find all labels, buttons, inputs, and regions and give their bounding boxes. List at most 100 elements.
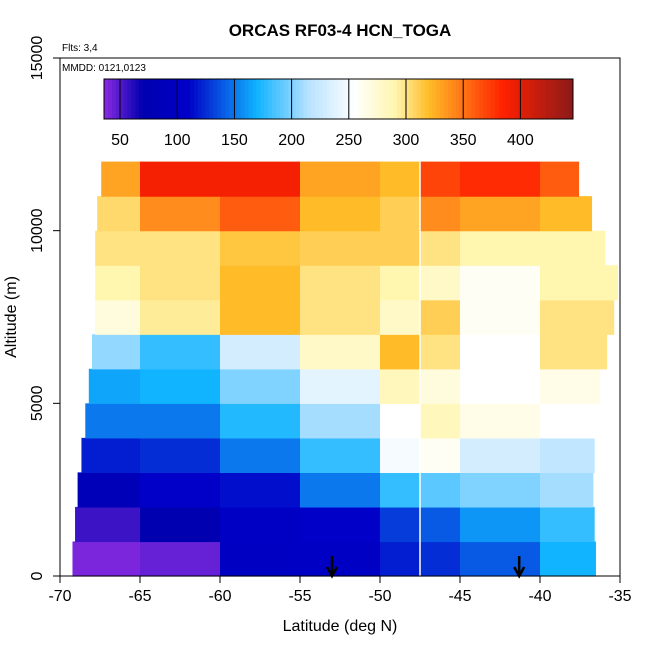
heatmap-cell	[140, 230, 221, 266]
heatmap-cell	[380, 334, 421, 370]
heatmap-cell	[420, 299, 461, 335]
heatmap-cell	[380, 472, 421, 508]
colorbar-segment	[569, 79, 574, 119]
heatmap-cell	[380, 196, 421, 232]
colorbar-segment	[522, 79, 527, 119]
heatmap-cell	[140, 472, 221, 508]
colorbar-segment	[389, 79, 394, 119]
colorbar-tick-label: 100	[164, 132, 191, 149]
y-tick-label: 0	[29, 571, 46, 580]
colorbar-segment	[158, 79, 164, 119]
heatmap-cell	[220, 541, 301, 577]
heatmap-cell	[140, 368, 221, 404]
colorbar-segment	[268, 79, 273, 119]
heatmap-cell	[540, 368, 601, 404]
heatmap-cell	[380, 403, 421, 439]
plot-frame	[59, 57, 621, 577]
heatmap-cell	[95, 265, 141, 301]
colorbar-segment	[444, 79, 449, 119]
heatmap-cell	[140, 437, 221, 473]
colorbar-segment	[541, 79, 547, 119]
heatmap-cell	[460, 265, 541, 301]
colorbar-segment	[315, 79, 320, 119]
heatmap-cell	[95, 230, 141, 266]
colorbar-segment	[232, 79, 238, 119]
heatmap-cell	[460, 299, 541, 335]
heatmap-cell	[460, 334, 541, 370]
colorbar-segment	[401, 79, 406, 119]
colorbar-segment	[272, 79, 277, 119]
heatmap-cell	[460, 541, 541, 577]
colorbar-segment	[502, 79, 508, 119]
heatmap-cell	[300, 541, 381, 577]
heatmap-cell	[81, 437, 141, 473]
heatmap-cell	[540, 437, 595, 473]
heatmap-cell	[460, 403, 541, 439]
colorbar-segment	[193, 79, 199, 119]
heatmap-cell	[380, 230, 421, 266]
heatmap-cell	[460, 196, 541, 232]
colorbar-segment	[139, 79, 144, 119]
colorbar-segment	[303, 79, 308, 119]
heatmap-cell	[95, 299, 141, 335]
heatmap-cell	[380, 265, 421, 301]
x-axis: -70 -65 -60 -55 -50 -45 -40 -35	[48, 576, 632, 605]
heatmap-cell	[540, 230, 606, 266]
y-axis-label: Altitude (m)	[3, 276, 20, 358]
heatmap-cell	[420, 196, 461, 232]
colorbar-tick-label: 300	[393, 132, 420, 149]
heatmap-cell	[300, 230, 381, 266]
heatmap-cell	[420, 265, 461, 301]
colorbar-segment	[209, 79, 214, 119]
colorbar-segment	[545, 79, 551, 119]
heatmap-cell	[300, 403, 381, 439]
colorbar-segment	[115, 79, 121, 119]
heatmap-cell	[220, 161, 301, 197]
heatmap-cell	[101, 161, 141, 197]
y-tick-label: 5000	[29, 385, 46, 421]
colorbar-segment	[455, 79, 461, 119]
chart-title: ORCAS RF03-4 HCN_TOGA	[229, 21, 452, 40]
y-tick-label: 10000	[29, 208, 46, 253]
colorbar-segment	[494, 79, 500, 119]
colorbar-segment	[127, 79, 132, 119]
x-tick-label: -70	[48, 588, 71, 605]
heatmap-cell	[540, 299, 615, 335]
colorbar-segment	[533, 79, 539, 119]
heatmap-cell	[140, 196, 221, 232]
colorbar-segment	[307, 79, 312, 119]
colorbar-segment	[291, 79, 297, 119]
heatmap-cell	[300, 368, 381, 404]
x-tick-label: -60	[208, 588, 231, 605]
colorbar-segment	[299, 79, 304, 119]
colorbar-segment	[377, 79, 382, 119]
colorbar-segment	[189, 79, 195, 119]
colorbar-segment	[111, 79, 117, 119]
colorbar-segment	[178, 79, 183, 119]
colorbar-segment	[361, 79, 367, 119]
colorbar-segment	[557, 79, 562, 119]
colorbar-segment	[334, 79, 339, 119]
colorbar-segment	[123, 79, 128, 119]
colorbar-segment	[373, 79, 379, 119]
colorbar-segment	[256, 79, 261, 119]
heatmap-cell	[140, 506, 221, 543]
colorbar-segment	[412, 79, 418, 119]
colorbar-segment	[420, 79, 425, 119]
heatmap-cell	[540, 541, 596, 577]
colorbar-segment	[354, 79, 359, 119]
heatmap-cell	[540, 403, 596, 439]
colorbar-segment	[197, 79, 203, 119]
heatmap-cell	[220, 368, 301, 404]
colorbar-segment	[213, 79, 218, 119]
x-tick-label: -40	[528, 588, 551, 605]
colorbar-segment	[311, 79, 316, 119]
heatmap-cell	[460, 506, 541, 543]
colorbar-segment	[530, 79, 535, 119]
heatmap-cell	[300, 437, 381, 473]
heatmap	[72, 161, 619, 577]
heatmap-cell	[540, 472, 594, 508]
colorbar-segment	[479, 79, 484, 119]
colorbar-frame	[103, 78, 574, 120]
